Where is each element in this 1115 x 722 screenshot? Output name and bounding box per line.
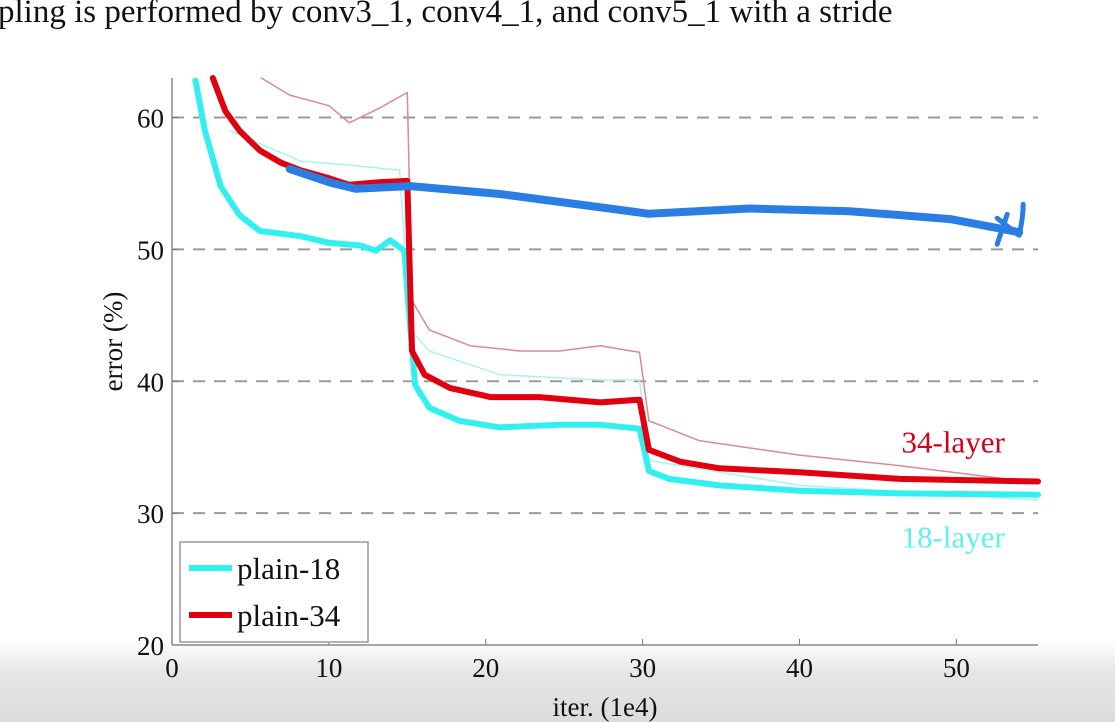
legend-box: [179, 541, 369, 643]
hand-drawn-x-mark: [994, 201, 1026, 247]
y-tick-label: 50: [137, 235, 164, 265]
x-tick-label: 0: [165, 653, 179, 683]
x-axis-label: iter. (1e4): [553, 692, 658, 722]
series-plain-18-train: [229, 129, 1039, 501]
x-tick-label: 30: [629, 653, 656, 683]
caption-text: pling is performed by conv3_1, conv4_1, …: [0, 0, 893, 30]
legend-label: plain-34: [237, 598, 341, 633]
y-axis-label: error (%): [98, 292, 128, 392]
y-tick-label: 20: [137, 631, 164, 661]
annotation-label: 18-layer: [902, 519, 1006, 554]
legend-label: plain-18: [237, 551, 340, 586]
y-tick-label: 60: [137, 104, 164, 134]
x-tick-label: 10: [315, 653, 342, 683]
annotation-label: 34-layer: [902, 424, 1006, 459]
x-tick-label: 20: [472, 653, 499, 683]
series-plain-34: [209, 75, 1041, 485]
x-tick-label: 50: [943, 653, 970, 683]
series-plain-34-train: [260, 77, 1039, 484]
series-hand-drawn-line: [285, 165, 1024, 237]
y-tick-label: 30: [137, 499, 164, 529]
x-tick-label: 40: [786, 653, 813, 683]
bottom-shade: [0, 640, 1115, 722]
series-plain-18: [192, 77, 1041, 498]
y-tick-label: 40: [137, 367, 164, 397]
